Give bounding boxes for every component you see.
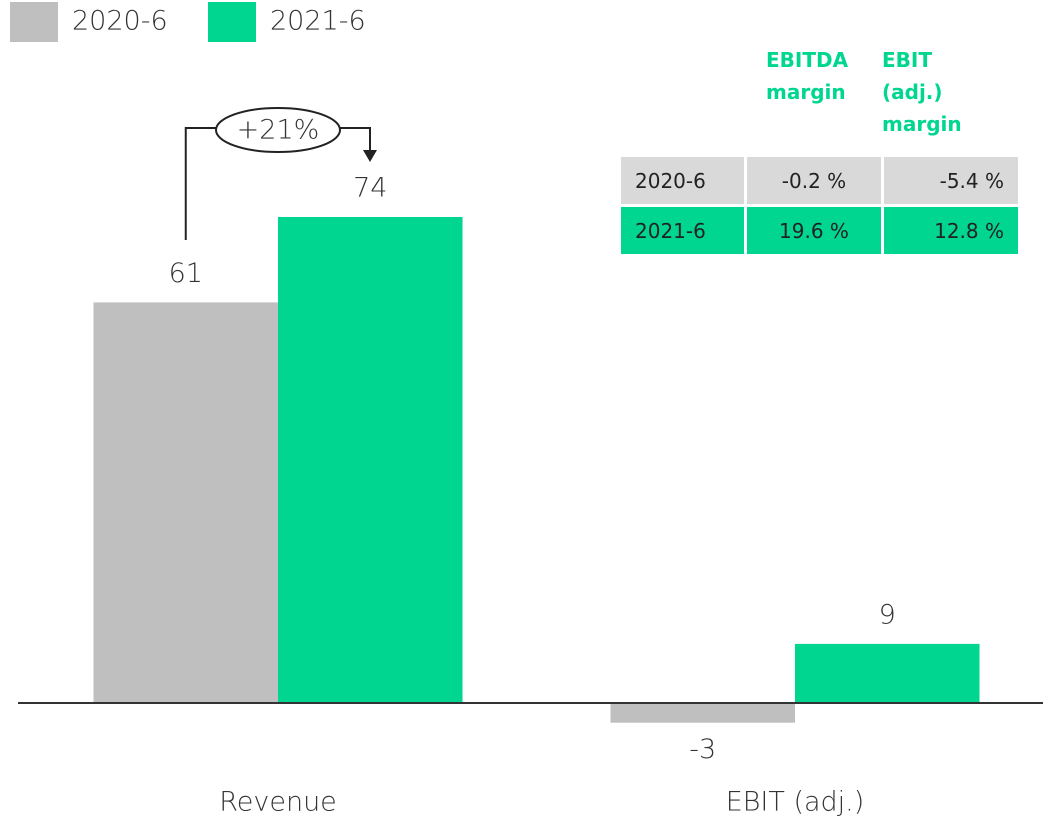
annotation-arrow xyxy=(363,150,377,162)
table-cell: 2020-6 xyxy=(621,157,746,207)
table-row: 2020-6 -0.2 % -5.4 % xyxy=(621,157,1018,207)
legend-label: 2021-6 xyxy=(270,6,366,37)
margin-table: 2020-6 -0.2 % -5.4 % 2021-6 19.6 % 12.8 … xyxy=(621,157,1018,257)
legend-label: 2020-6 xyxy=(72,6,168,37)
value-label: 9 xyxy=(879,599,896,630)
bar xyxy=(278,217,463,703)
table-cell: -5.4 % xyxy=(881,157,1018,207)
table-cell: 19.6 % xyxy=(744,205,883,257)
bar xyxy=(93,302,278,703)
table-cell: 2021-6 xyxy=(621,205,746,257)
annotation-ellipse xyxy=(215,107,341,153)
table-header: EBITDA margin xyxy=(766,48,849,104)
annotation: +21% xyxy=(237,115,320,146)
table-cell: -0.2 % xyxy=(744,157,883,207)
table-cell: 12.8 % xyxy=(881,205,1018,257)
legend-swatch xyxy=(208,2,256,42)
table-header: EBIT (adj.) margin xyxy=(882,48,962,136)
bar xyxy=(795,643,980,703)
bar xyxy=(610,703,795,723)
table-row: 2021-6 19.6 % 12.8 % xyxy=(621,205,1018,257)
legend-swatch xyxy=(10,2,58,42)
category-label: EBIT (adj.) xyxy=(726,787,865,818)
value-label: -3 xyxy=(689,734,716,765)
category-label: Revenue xyxy=(219,787,337,818)
value-label: 61 xyxy=(169,258,203,289)
value-label: 74 xyxy=(353,173,387,204)
